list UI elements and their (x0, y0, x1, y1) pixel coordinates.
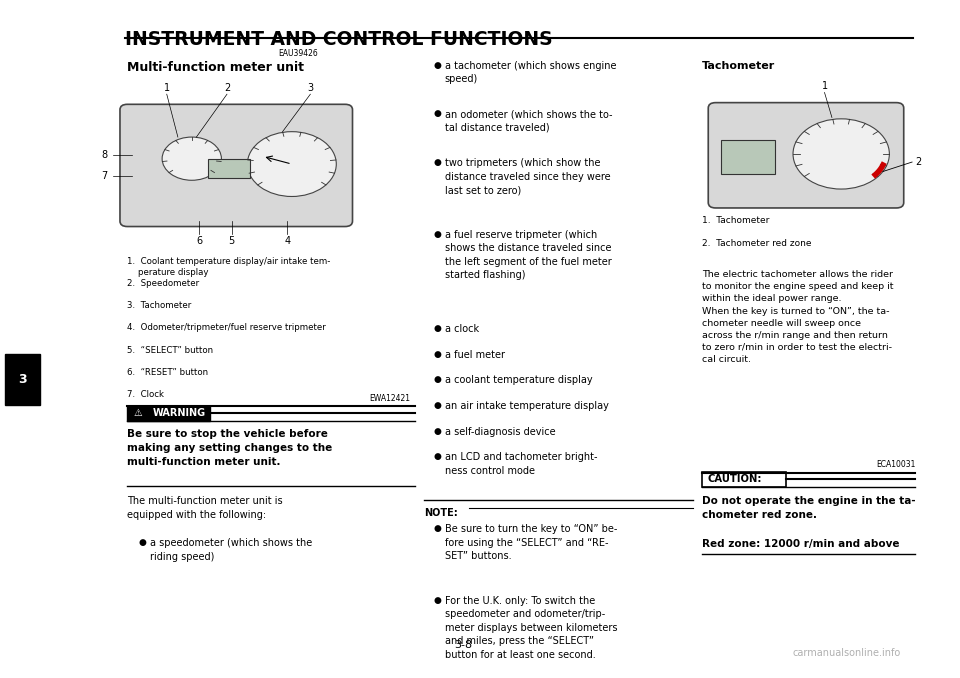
Text: an LCD and tachometer bright-
ness control mode: an LCD and tachometer bright- ness contr… (444, 452, 597, 476)
Text: 3: 3 (18, 374, 27, 386)
FancyBboxPatch shape (708, 102, 903, 208)
Text: an air intake temperature display: an air intake temperature display (444, 401, 609, 411)
Text: 7: 7 (101, 171, 108, 180)
Bar (721, 140, 775, 174)
Text: 6.  “RESET” button: 6. “RESET” button (127, 368, 208, 377)
Text: 3: 3 (307, 83, 313, 93)
Text: ●: ● (434, 230, 442, 239)
Text: a fuel reserve tripmeter (which
shows the distance traveled since
the left segme: a fuel reserve tripmeter (which shows th… (444, 230, 612, 281)
Text: INSTRUMENT AND CONTROL FUNCTIONS: INSTRUMENT AND CONTROL FUNCTIONS (125, 31, 553, 49)
Bar (127, 406, 210, 420)
Text: carmanualsonline.info: carmanualsonline.info (792, 648, 900, 658)
Circle shape (248, 132, 336, 197)
Text: 3-8: 3-8 (454, 639, 472, 650)
Text: ●: ● (434, 452, 442, 462)
Text: ●: ● (434, 61, 442, 70)
Bar (702, 472, 785, 487)
Text: an odometer (which shows the to-
tal distance traveled): an odometer (which shows the to- tal dis… (444, 109, 612, 133)
Text: 4: 4 (284, 236, 290, 246)
Text: 6: 6 (196, 236, 203, 246)
Text: ●: ● (138, 538, 146, 547)
Text: two tripmeters (which show the
distance traveled since they were
last set to zer: two tripmeters (which show the distance … (444, 158, 611, 195)
Text: 1.  Tachometer: 1. Tachometer (702, 216, 770, 225)
Text: ●: ● (434, 595, 442, 605)
Text: For the U.K. only: To switch the
speedometer and odometer/trip-
meter displays b: For the U.K. only: To switch the speedom… (444, 595, 617, 660)
Text: 8: 8 (101, 151, 108, 160)
Text: ●: ● (434, 426, 442, 436)
Text: WARNING: WARNING (153, 408, 206, 418)
Text: 5: 5 (228, 236, 235, 246)
Text: CAUTION:: CAUTION: (708, 475, 762, 484)
Text: EWA12421: EWA12421 (370, 394, 411, 403)
Bar (5, 355, 39, 405)
Text: 5.  “SELECT” button: 5. “SELECT” button (127, 346, 213, 355)
Text: 2.  Tachometer red zone: 2. Tachometer red zone (702, 239, 812, 248)
Text: ●: ● (434, 376, 442, 384)
Bar (208, 159, 251, 178)
Text: 1: 1 (822, 81, 828, 91)
FancyBboxPatch shape (120, 104, 352, 226)
Circle shape (162, 137, 222, 180)
Text: a tachometer (which shows engine
speed): a tachometer (which shows engine speed) (444, 61, 616, 84)
Text: 2: 2 (224, 83, 230, 93)
Text: ⚠: ⚠ (133, 408, 142, 418)
Text: 2.  Speedometer: 2. Speedometer (127, 279, 199, 288)
Text: NOTE:: NOTE: (424, 508, 458, 518)
Text: ECA10031: ECA10031 (876, 460, 915, 469)
Text: 3.  Tachometer: 3. Tachometer (127, 301, 191, 310)
Text: a self-diagnosis device: a self-diagnosis device (444, 426, 555, 437)
Text: Be sure to stop the vehicle before
making any setting changes to the
multi-funct: Be sure to stop the vehicle before makin… (127, 429, 332, 467)
Text: a clock: a clock (444, 324, 479, 334)
Text: ●: ● (434, 158, 442, 167)
Text: a speedometer (which shows the
riding speed): a speedometer (which shows the riding sp… (150, 538, 312, 562)
Text: a fuel meter: a fuel meter (444, 350, 505, 360)
Text: ●: ● (434, 524, 442, 533)
Text: EAU39426: EAU39426 (278, 49, 318, 58)
Text: a coolant temperature display: a coolant temperature display (444, 376, 592, 385)
Text: ●: ● (434, 109, 442, 119)
Text: 4.  Odometer/tripmeter/fuel reserve tripmeter: 4. Odometer/tripmeter/fuel reserve tripm… (127, 323, 325, 332)
Text: The electric tachometer allows the rider
to monitor the engine speed and keep it: The electric tachometer allows the rider… (702, 270, 894, 364)
Text: Do not operate the engine in the ta-
chometer red zone.: Do not operate the engine in the ta- cho… (702, 496, 916, 520)
Text: Tachometer: Tachometer (702, 61, 776, 71)
Circle shape (793, 119, 889, 189)
Text: The multi-function meter unit is
equipped with the following:: The multi-function meter unit is equippe… (127, 496, 282, 520)
Text: 1.  Coolant temperature display/air intake tem-
    perature display: 1. Coolant temperature display/air intak… (127, 256, 330, 277)
Text: Red zone: 12000 r/min and above: Red zone: 12000 r/min and above (702, 539, 900, 549)
Text: Multi-function meter unit: Multi-function meter unit (127, 61, 304, 74)
Text: ●: ● (434, 324, 442, 333)
Text: ●: ● (434, 350, 442, 359)
Text: 7.  Clock: 7. Clock (127, 391, 164, 399)
Text: ●: ● (434, 401, 442, 410)
Text: 1: 1 (164, 83, 170, 93)
Text: Be sure to turn the key to “ON” be-
fore using the “SELECT” and “RE-
SET” button: Be sure to turn the key to “ON” be- fore… (444, 524, 617, 561)
Text: 2: 2 (915, 157, 921, 167)
Text: 8.  Fuel meter: 8. Fuel meter (127, 412, 187, 422)
